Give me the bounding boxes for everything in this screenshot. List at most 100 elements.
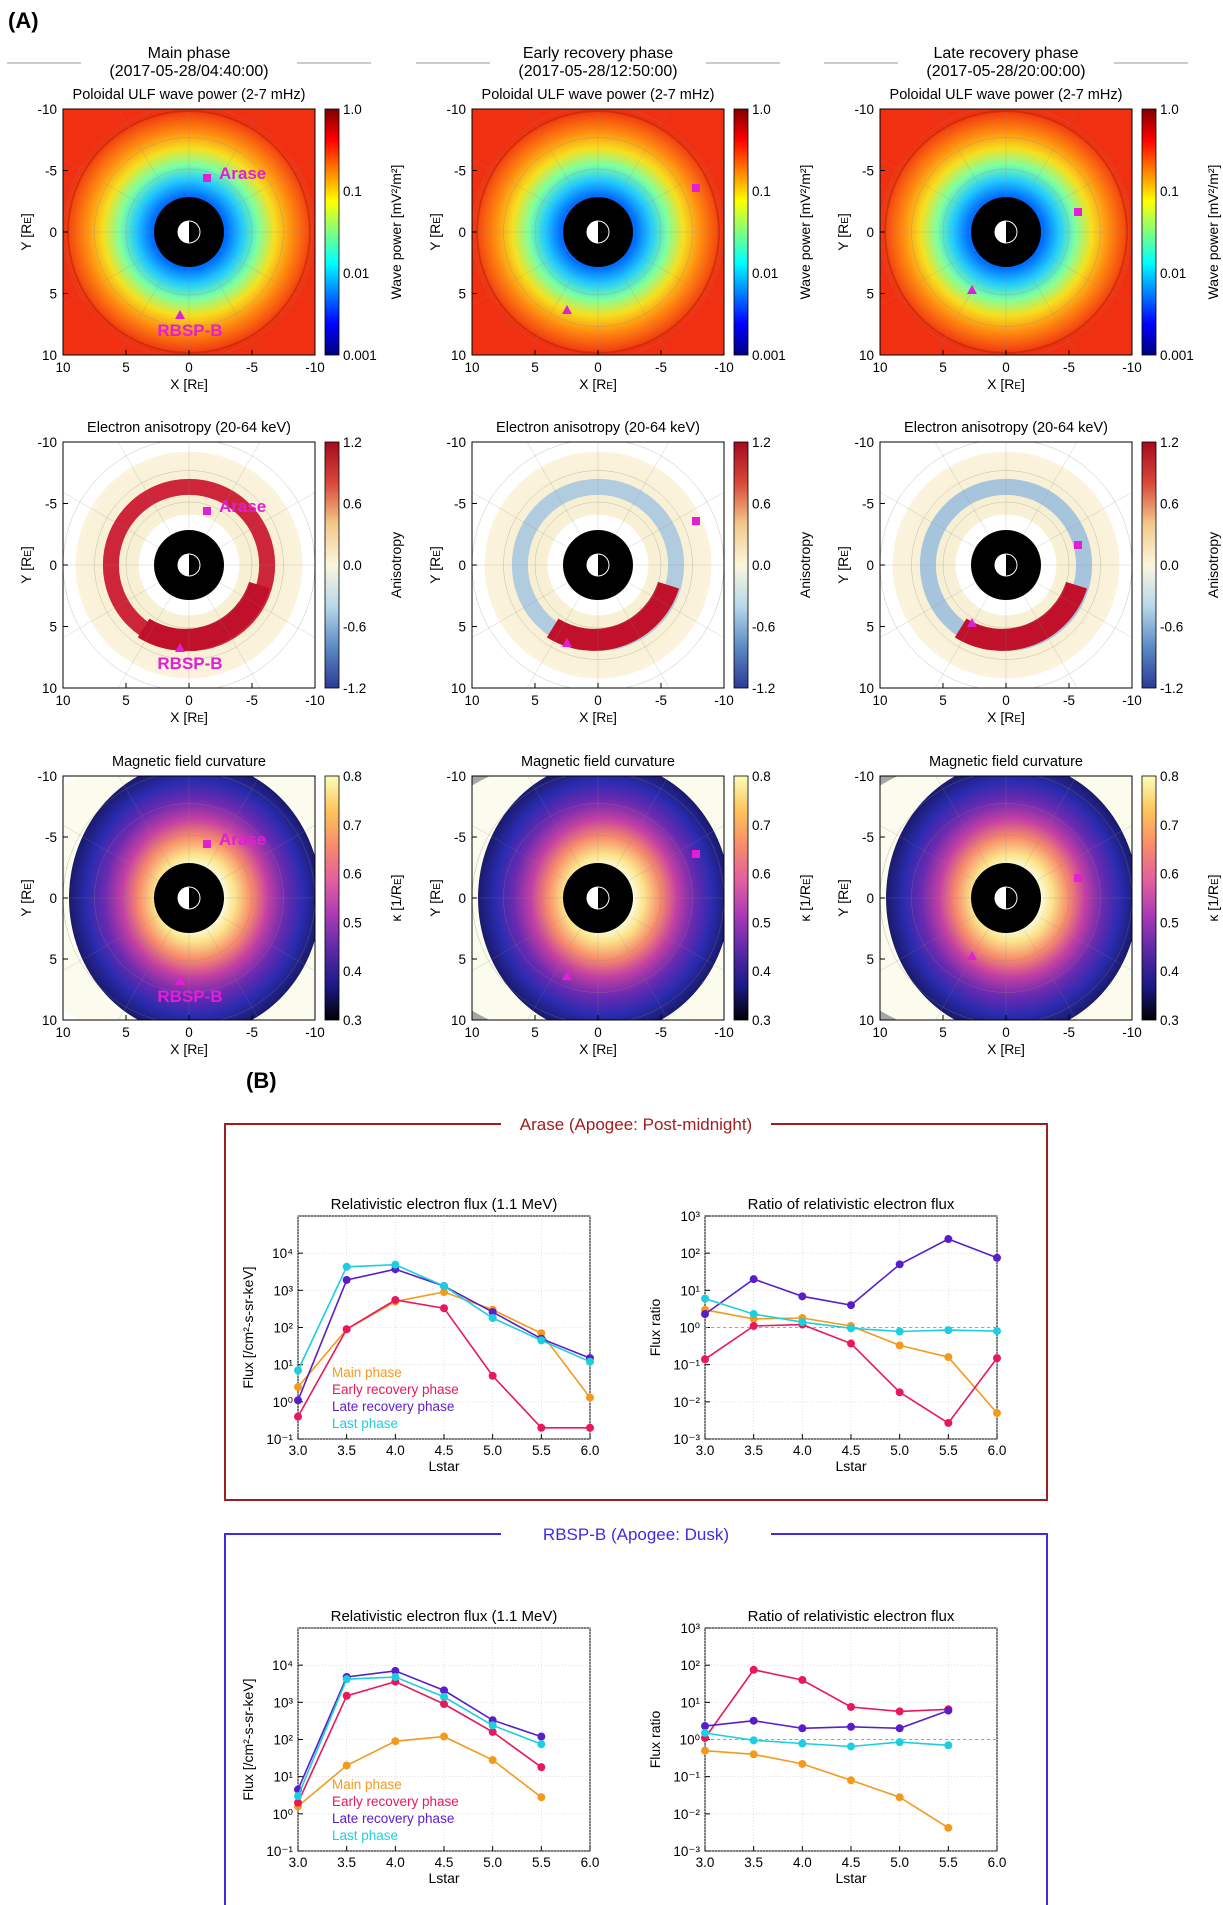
grid-spoke	[527, 776, 599, 899]
grid-spoke	[118, 776, 190, 899]
data-point	[895, 1388, 904, 1397]
box-title: Arase (Apogee: Post-midnight)	[520, 1115, 752, 1134]
series-line	[704, 1709, 949, 1730]
arase-label: Arase	[219, 497, 266, 516]
box-title-bg	[501, 1522, 771, 1546]
label-a: (A)	[8, 8, 39, 33]
grid-spoke	[597, 564, 670, 688]
colorbar-tick: 0.0	[752, 558, 771, 573]
grid-spoke	[934, 109, 1007, 233]
grid-circle	[942, 501, 1070, 629]
y-axis-label: Y [RE]	[18, 879, 34, 917]
y-tick-label: 0	[458, 891, 466, 906]
data-point	[488, 1727, 497, 1736]
y-tick-label: 10³	[273, 1283, 293, 1298]
grid-spoke	[935, 897, 1007, 1020]
y-tick-label: 10⁻²	[673, 1807, 700, 1822]
x-axis-label: Lstar	[428, 1458, 459, 1474]
data-point	[944, 1326, 953, 1335]
grid-spoke	[118, 897, 190, 1020]
colorbar	[324, 441, 340, 689]
x-tick-label: 0	[1002, 1025, 1010, 1040]
grid-circle	[911, 137, 1101, 327]
plot-title: Ratio of relativistic electron flux	[748, 1608, 955, 1625]
colorbar-label: κ [1/RE]	[797, 874, 813, 921]
grid-circle	[94, 803, 284, 993]
grid-spoke	[1005, 776, 1077, 899]
x-tick-label: 5	[531, 693, 539, 708]
colorbar-tick: 0.4	[752, 964, 771, 979]
grid-spoke	[188, 897, 260, 1020]
y-tick-label: 10	[859, 1013, 874, 1028]
data-point	[701, 1746, 709, 1755]
data-point	[993, 1327, 1001, 1336]
x-tick-label: 5	[531, 360, 539, 375]
colorbar-tick: -0.6	[752, 620, 775, 635]
anisotropy-arc	[954, 581, 1088, 651]
x-tick-label: 5.5	[532, 1443, 551, 1458]
data-point	[440, 1700, 448, 1709]
y-tick-label: 10¹	[680, 1695, 700, 1710]
data-point	[993, 1253, 1001, 1262]
data-point	[798, 1739, 807, 1748]
x-tick-label: 4.0	[793, 1855, 812, 1870]
x-tick-label: -10	[305, 360, 325, 375]
plot-title: Ratio of relativistic electron flux	[748, 1196, 955, 1213]
data-point	[440, 1288, 448, 1297]
earth-dayside	[995, 887, 1006, 909]
series-line	[704, 1732, 949, 1748]
data-point	[895, 1738, 904, 1747]
colorbar-label: κ [1/RE]	[1205, 874, 1221, 921]
grid-spoke	[526, 231, 599, 355]
data-point	[537, 1336, 546, 1345]
colorbar-tick: 0.7	[1160, 818, 1179, 833]
map-grid: Main phase(2017-05-28/04:40:00) Early rec…	[7, 45, 1221, 1057]
series-line	[297, 1670, 542, 1790]
data-point	[847, 1301, 855, 1310]
data-point	[701, 1310, 709, 1319]
y-tick-label: -10	[446, 102, 466, 117]
colorbar-tick: 0.01	[752, 266, 778, 281]
colorbar-tick: 0.3	[343, 1013, 362, 1028]
y-tick-label: -10	[854, 435, 874, 450]
data-point	[342, 1675, 351, 1684]
x-tick-label: 5	[939, 693, 947, 708]
data-point	[342, 1262, 351, 1271]
grid-spoke	[117, 442, 190, 566]
arase-marker	[1074, 208, 1082, 216]
data-point	[440, 1732, 448, 1741]
data-point	[798, 1724, 807, 1733]
data-point	[391, 1295, 400, 1304]
x-tick-label: -10	[714, 693, 734, 708]
y-tick-label: 5	[458, 287, 466, 302]
x-tick-label: 5.0	[890, 1443, 909, 1458]
earth-dayside	[178, 554, 189, 576]
grid-spoke	[188, 564, 261, 688]
y-tick-label: 0	[49, 225, 57, 240]
map-title: Electron anisotropy (20-64 keV)	[87, 420, 291, 436]
series-line	[704, 1668, 949, 1739]
grid-spoke	[597, 231, 724, 306]
x-tick-label: 5.5	[939, 1855, 958, 1870]
data-point	[391, 1673, 400, 1682]
colorbar-tick: 0.8	[343, 769, 362, 784]
x-tick-label: 10	[872, 1025, 887, 1040]
rbsp-marker	[967, 618, 977, 627]
grid-circle	[125, 834, 253, 962]
x-tick-label: -5	[246, 360, 258, 375]
map-title: Poloidal ULF wave power (2-7 mHz)	[890, 87, 1123, 103]
y-tick-label: -5	[862, 164, 874, 179]
y-tick-label: -5	[45, 497, 57, 512]
grid-spoke	[63, 824, 190, 899]
x-tick-label: 5.5	[939, 1443, 958, 1458]
grid-circle	[94, 137, 284, 327]
x-tick-label: -5	[1063, 693, 1075, 708]
map-title: Poloidal ULF wave power (2-7 mHz)	[73, 87, 306, 103]
data-point	[537, 1423, 546, 1432]
x-axis-label: X [RE]	[170, 709, 208, 725]
x-tick-label: 6.0	[988, 1855, 1007, 1870]
y-axis-label: Y [RE]	[835, 879, 851, 917]
y-tick-label: -5	[454, 164, 466, 179]
grid-spoke	[1005, 158, 1132, 233]
